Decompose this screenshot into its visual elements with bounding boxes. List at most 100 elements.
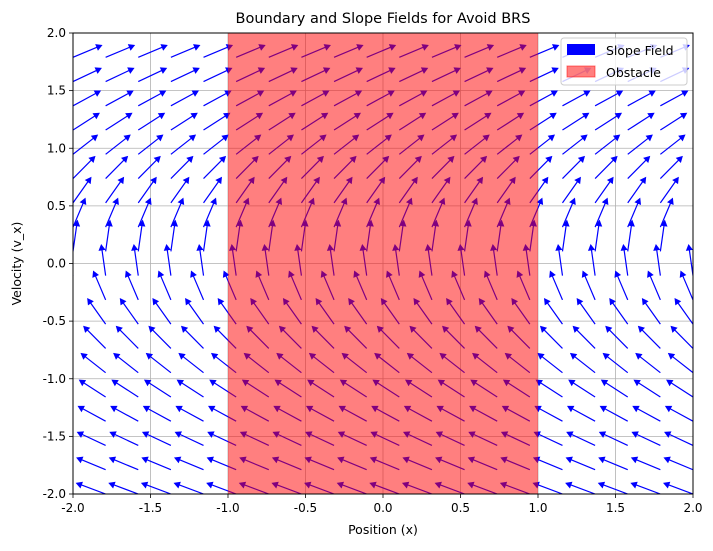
slope-arrow: [203, 155, 227, 179]
slope-arrow: [140, 481, 172, 494]
slope-arrow: [111, 379, 139, 398]
slope-arrow: [124, 270, 139, 301]
slope-arrow: [562, 33, 565, 34]
slope-arrow: [203, 112, 231, 131]
slope-arrow: [131, 243, 139, 276]
legend: Slope Field Obstacle: [560, 37, 688, 86]
x-tick-label: -1.5: [139, 501, 162, 515]
slope-arrow: [78, 379, 106, 398]
slope-arrow: [660, 90, 689, 107]
slope-arrow: [576, 298, 596, 325]
slope-arrow: [170, 90, 200, 107]
y-tick-label: 1.0: [47, 141, 66, 155]
slope-arrow: [73, 347, 74, 349]
slope-arrow: [203, 90, 232, 107]
slope-arrow: [627, 33, 630, 34]
slope-arrow: [173, 456, 204, 471]
slope-arrow: [692, 56, 693, 58]
x-tick-label: -2.0: [61, 501, 84, 515]
y-tick-label: -2.0: [43, 487, 66, 501]
slope-arrow: [562, 134, 588, 155]
slope-arrow: [142, 405, 172, 422]
x-axis-label: Position (x): [348, 522, 418, 537]
slope-arrow: [594, 219, 603, 252]
slope-arrow: [181, 325, 204, 349]
slope-arrow: [620, 243, 629, 276]
slope-arrow: [598, 431, 628, 447]
slope-arrow: [73, 219, 81, 252]
slope-arrow: [565, 481, 596, 494]
slope-arrow: [105, 67, 135, 83]
slope-arrow: [630, 481, 661, 494]
slope-arrow: [568, 379, 596, 398]
y-tick-label: 1.5: [47, 84, 66, 98]
slope-arrow: [152, 298, 172, 325]
slope-arrow: [627, 155, 651, 179]
slope-arrow: [692, 201, 693, 203]
slope-arrow: [692, 80, 693, 82]
slope-arrow: [170, 219, 179, 252]
slope-arrow: [73, 420, 74, 422]
slope-arrow: [73, 112, 100, 131]
slope-arrow: [173, 481, 204, 494]
slope-arrow: [653, 243, 661, 276]
slope-arrow: [635, 352, 661, 374]
slope-arrow: [667, 352, 693, 374]
slope-arrow: [679, 270, 693, 301]
slope-arrow: [659, 219, 668, 252]
slope-arrow: [627, 134, 653, 155]
slope-arrow: [533, 431, 563, 447]
slope-arrow: [627, 197, 642, 228]
slope-arrow: [674, 298, 693, 325]
slope-arrow: [659, 176, 679, 204]
slope-arrow: [532, 456, 563, 471]
slope-arrow: [190, 270, 205, 301]
slope-arrow: [202, 219, 211, 252]
slope-arrow: [641, 298, 661, 325]
slope-arrow: [692, 129, 693, 131]
slope-arrow: [73, 90, 102, 107]
slope-arrow: [170, 44, 201, 58]
slope-arrow: [631, 431, 661, 447]
slope-arrow: [599, 405, 629, 422]
slope-arrow: [80, 352, 106, 374]
legend-label-slope-field: Slope Field: [606, 43, 674, 58]
slope-arrow: [659, 155, 683, 179]
slope-arrow: [632, 405, 661, 422]
slope-arrow: [143, 379, 172, 398]
slope-arrow: [537, 352, 563, 374]
slope-arrow: [83, 325, 107, 349]
x-tick-label: 2.0: [683, 501, 702, 515]
slope-arrow: [109, 431, 139, 447]
slope-arrow: [137, 134, 164, 155]
x-tick-label: -1.0: [216, 501, 239, 515]
slope-arrow: [138, 67, 168, 83]
legend-label-obstacle: Obstacle: [606, 65, 661, 80]
slope-arrow: [170, 134, 197, 155]
slope-arrow: [137, 112, 166, 131]
slope-arrow: [73, 44, 103, 58]
slope-arrow: [555, 243, 564, 276]
slope-arrow: [609, 298, 629, 325]
slope-arrow: [73, 298, 74, 300]
slope-arrow: [119, 298, 139, 325]
slope-arrow: [73, 176, 92, 204]
slope-arrow: [562, 90, 591, 107]
slope-arrow: [105, 155, 129, 179]
slope-arrow: [170, 33, 173, 34]
slope-arrow: [170, 112, 198, 131]
slope-arrow: [73, 155, 96, 179]
slope-arrow: [87, 298, 107, 325]
slope-arrow: [137, 219, 146, 252]
slope-arrow: [73, 197, 87, 228]
slope-arrow: [176, 379, 204, 398]
slope-arrow: [659, 197, 674, 228]
slope-arrow: [598, 456, 628, 471]
slope-arrow: [108, 481, 139, 494]
slope-arrow: [202, 197, 217, 228]
slope-arrow: [73, 134, 99, 155]
slope-arrow: [647, 270, 661, 301]
slope-arrow: [113, 352, 139, 374]
